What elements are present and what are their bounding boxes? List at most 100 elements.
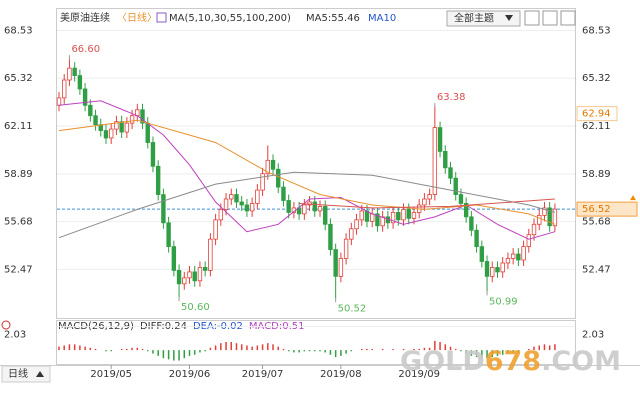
candle-body	[62, 79, 67, 99]
candle-body	[192, 271, 197, 282]
candle-body	[396, 211, 401, 221]
candle-body	[448, 167, 453, 179]
candle-body	[270, 159, 276, 170]
tool-icon[interactable]	[524, 10, 540, 26]
candle-body	[82, 88, 88, 106]
watermark-part: 678	[485, 346, 541, 377]
candle-body	[213, 219, 218, 240]
candle-body	[171, 246, 177, 271]
period-tab[interactable]	[1, 365, 51, 383]
candle-body	[547, 207, 552, 227]
candle-body	[161, 194, 166, 224]
candle-body	[537, 214, 542, 225]
y-tick-label-right: 65.32	[582, 73, 611, 84]
main-panel	[56, 8, 576, 319]
candle-body	[223, 198, 229, 210]
candle-body	[182, 277, 187, 285]
macd-panel	[56, 320, 576, 365]
candle-body	[302, 204, 307, 215]
candle-body	[500, 262, 505, 273]
candle-body	[260, 173, 265, 191]
candle-body	[390, 211, 396, 224]
candle-body	[479, 246, 485, 262]
candle-body	[463, 203, 469, 218]
candle-body	[495, 267, 500, 273]
y-tick-label-right: 52.47	[582, 264, 611, 275]
candle-body	[422, 198, 427, 206]
candle-body	[129, 115, 135, 124]
candle-body	[443, 151, 448, 169]
dropdown-arrow	[505, 15, 513, 21]
candle-body	[244, 204, 250, 212]
candle-body	[453, 177, 458, 195]
tool-icon[interactable]	[560, 10, 576, 26]
watermark: GOLD678.COM	[400, 346, 621, 377]
candle-body	[333, 249, 338, 277]
candle-body	[469, 216, 474, 231]
candle-body	[197, 267, 203, 282]
indicator-label: MA(5,10,30,55,100,200)	[169, 13, 291, 24]
last-price-label: 56.52	[582, 204, 611, 215]
ma10-label: MA10	[368, 13, 396, 24]
x-tick-label: 2019/07	[242, 369, 284, 380]
annotation-label: 66.60	[71, 44, 100, 55]
x-tick-label: 2019/06	[169, 369, 211, 380]
candle-body	[364, 210, 370, 222]
candle-body	[375, 213, 380, 227]
candle-body	[526, 234, 531, 248]
x-tick-label: 2019/08	[320, 369, 362, 380]
theme-button[interactable]	[446, 10, 521, 27]
candle-body	[531, 223, 537, 236]
candle-body	[458, 194, 464, 204]
candle-body	[88, 104, 93, 117]
candle-body	[140, 109, 145, 124]
candle-body	[312, 201, 317, 212]
candle-body	[255, 189, 260, 204]
candle-body	[516, 253, 521, 261]
candle-body	[145, 122, 150, 143]
candle-body	[229, 194, 234, 200]
candle-body	[343, 238, 349, 259]
candle-body	[323, 206, 328, 225]
candle-body	[437, 127, 443, 152]
y-tick-label-right: 68.53	[582, 25, 611, 36]
candle-body	[411, 211, 417, 219]
ma-line	[58, 171, 556, 239]
candle-body	[359, 210, 364, 221]
candle-body	[166, 222, 171, 248]
x-tick-label: 2019/05	[90, 369, 132, 380]
candle-body	[317, 206, 323, 212]
candle-body	[67, 67, 72, 81]
candle-body	[249, 203, 255, 212]
ma-line	[58, 100, 556, 240]
tool-icon[interactable]	[542, 10, 558, 26]
candle-body	[109, 128, 114, 139]
candle-body	[155, 165, 161, 195]
candle-body	[338, 258, 344, 277]
candle-body	[307, 201, 312, 206]
candle-body	[276, 168, 281, 188]
candle-body	[56, 97, 62, 106]
macd-tick-label-right: 2.03	[582, 330, 604, 341]
watermark-part: GOLD	[400, 346, 485, 377]
ma-line	[58, 119, 556, 225]
annotation-label: 50.99	[489, 296, 518, 307]
y-tick-label-right: 62.11	[582, 121, 611, 132]
candle-body	[474, 229, 479, 248]
candle-body	[401, 209, 406, 221]
candle-body	[552, 208, 558, 227]
candle-body	[234, 194, 239, 203]
ma-icon[interactable]	[156, 12, 167, 23]
y-tick-label: 52.47	[4, 264, 33, 275]
annotation-label: 50.60	[181, 302, 210, 313]
watermark-part: .COM	[541, 346, 621, 377]
candle-body	[150, 142, 156, 167]
candle-body	[218, 209, 224, 221]
candle-body	[432, 127, 438, 195]
macd-tick-label: 2.03	[4, 330, 26, 341]
candle-body	[484, 261, 490, 277]
candle-body	[114, 121, 119, 130]
settings-icon[interactable]	[1, 320, 11, 330]
y-tick-label: 68.53	[4, 25, 33, 36]
